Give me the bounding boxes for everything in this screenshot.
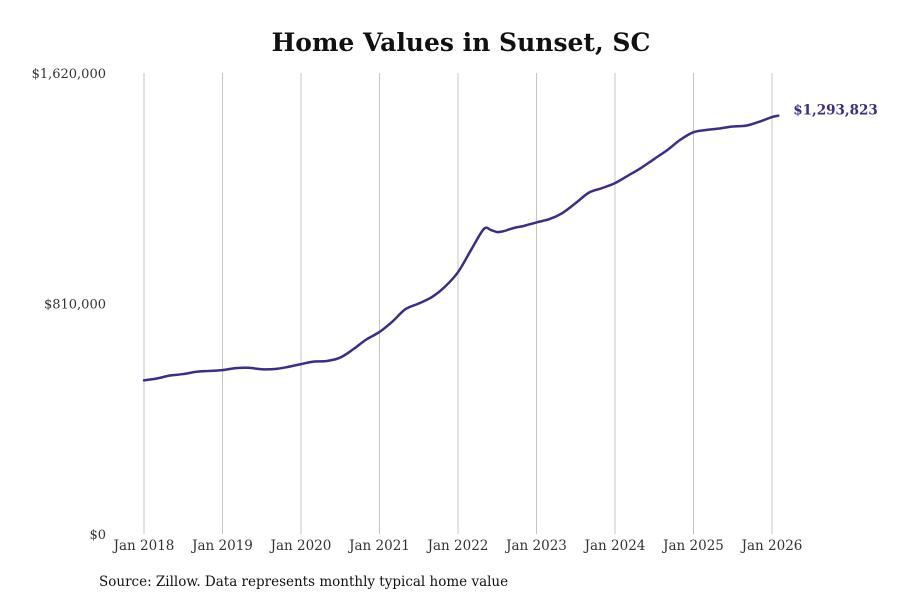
chart-title: Home Values in Sunset, SC — [271, 28, 651, 57]
series-layer: $1,293,823 — [142, 103, 878, 382]
x-tick-label: Jan 2025 — [661, 538, 724, 554]
x-tick-label: Jan 2021 — [347, 538, 410, 554]
gridlines — [143, 73, 773, 534]
x-tick-label: Jan 2020 — [269, 538, 332, 554]
series-line — [142, 114, 780, 382]
x-tick-label: Jan 2023 — [504, 538, 567, 554]
y-tick-label: $1,620,000 — [32, 67, 106, 82]
end-value-label: $1,293,823 — [793, 103, 878, 119]
x-tick-label: Jan 2026 — [740, 538, 803, 554]
x-tick-label: Jan 2024 — [583, 538, 646, 554]
x-tick-label: Jan 2019 — [190, 538, 253, 554]
source-note: Source: Zillow. Data represents monthly … — [99, 574, 509, 590]
y-tick-label: $810,000 — [44, 298, 106, 313]
x-axis-tick-labels: Jan 2018 Jan 2019 Jan 2020 Jan 2021 Jan 2022… — [112, 538, 803, 554]
x-tick-label: Jan 2022 — [426, 538, 489, 554]
y-axis-tick-labels: $1,620,000 $810,000 $0 — [32, 67, 106, 543]
x-tick-label: Jan 2018 — [112, 538, 175, 554]
y-tick-label: $0 — [89, 528, 106, 543]
